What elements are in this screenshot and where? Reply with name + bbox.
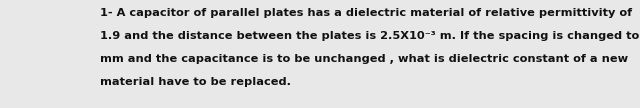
Text: mm and the capacitance is to be unchanged , what is dielectric constant of a new: mm and the capacitance is to be unchange… xyxy=(100,54,628,64)
Text: 1- A capacitor of parallel plates has a dielectric material of relative permitti: 1- A capacitor of parallel plates has a … xyxy=(100,8,632,18)
Text: 1.9 and the distance between the plates is 2.5X10⁻³ m. If the spacing is changed: 1.9 and the distance between the plates … xyxy=(100,31,640,41)
Text: material have to be replaced.: material have to be replaced. xyxy=(100,77,291,87)
